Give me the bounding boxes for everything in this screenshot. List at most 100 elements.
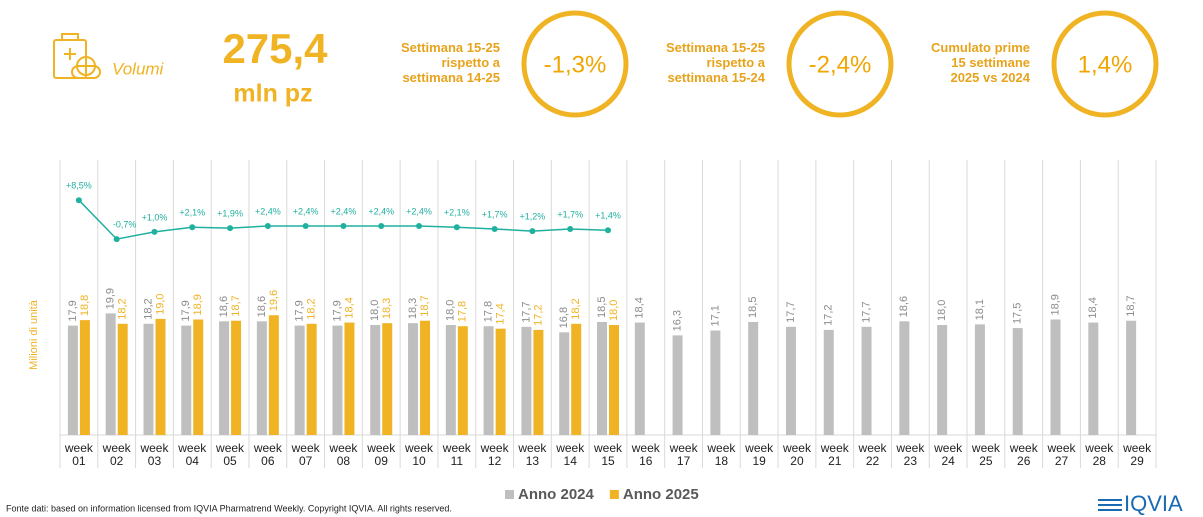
x-tick-label: week 23 <box>896 441 925 468</box>
x-tick-label: week 07 <box>291 441 320 468</box>
x-tick-label: week 14 <box>556 441 585 468</box>
line-label: +1,0% <box>142 212 168 222</box>
x-tick-label: week 22 <box>858 441 887 468</box>
line-point <box>302 223 309 229</box>
data-label: 18,6 <box>218 296 230 317</box>
line-point <box>264 223 271 229</box>
line-label: -0,7% <box>113 219 137 229</box>
line-label: +1,2% <box>520 211 546 221</box>
kpi-circle <box>786 10 894 118</box>
kpi-label-line: rispetto a <box>441 55 500 70</box>
bar <box>609 325 619 435</box>
line-label: +1,7% <box>482 209 508 219</box>
data-label: 18,2 <box>117 298 129 319</box>
line-point <box>378 223 385 229</box>
kpi-label-line: 15 settimane <box>951 55 1030 70</box>
bar <box>457 326 468 435</box>
data-label: 17,9 <box>331 300 343 321</box>
x-tick-label: week 09 <box>367 441 396 468</box>
x-tick-label: week 24 <box>934 441 963 468</box>
line-label: +1,9% <box>217 208 243 218</box>
bar <box>974 324 985 435</box>
bar <box>117 323 128 435</box>
bar <box>219 321 230 435</box>
kpi-label-line: settimana 14-25 <box>402 70 500 85</box>
bar <box>1088 322 1099 435</box>
bar <box>634 322 645 435</box>
kpi-label-line: Settimana 15-25 <box>666 40 765 55</box>
bar <box>79 320 90 435</box>
data-label: 18,4 <box>1087 297 1099 318</box>
bar <box>861 326 872 435</box>
data-label: 18,3 <box>381 298 393 319</box>
x-tick-label: week 15 <box>593 441 622 468</box>
data-label: 18,9 <box>192 294 204 315</box>
x-tick-label: week 19 <box>745 441 774 468</box>
x-tick-label: week 16 <box>631 441 660 468</box>
data-label: 18,6 <box>256 296 268 317</box>
line-point <box>567 225 574 232</box>
icon <box>53 33 101 79</box>
x-tick-label: week 11 <box>442 441 471 468</box>
bar <box>294 325 305 435</box>
kpi-label-line: settimana 15-24 <box>667 70 765 85</box>
data-label: 18,4 <box>343 297 355 318</box>
x-tick-label: week 13 <box>518 441 547 468</box>
data-label: 18,5 <box>596 297 608 318</box>
legend-swatch <box>609 490 619 499</box>
line-label: +1,4% <box>595 211 621 221</box>
x-tick-label: week 17 <box>669 441 698 468</box>
line-point <box>453 224 460 231</box>
kpi-label-line: 2025 vs 2024 <box>950 70 1030 85</box>
kpi-label-line: Settimana 15-25 <box>401 40 500 55</box>
line-point <box>227 225 234 232</box>
bar <box>344 322 355 435</box>
bar <box>105 313 116 435</box>
bar <box>445 325 456 435</box>
kpi-label-line: Cumulato prime <box>931 40 1030 55</box>
data-label: 19,9 <box>105 288 117 309</box>
bar <box>899 321 910 435</box>
data-label: 17,9 <box>180 300 192 321</box>
data-label: 18,0 <box>369 300 381 321</box>
data-label: 18,2 <box>142 298 154 319</box>
line-point <box>491 225 498 232</box>
data-label: 17,9 <box>294 300 306 321</box>
bar <box>937 325 948 435</box>
line-point <box>113 236 120 243</box>
bar <box>1126 320 1137 435</box>
data-label: 17,7 <box>785 301 797 322</box>
line-point <box>605 227 611 234</box>
data-label: 18,8 <box>79 295 91 316</box>
data-label: 17,8 <box>457 301 469 322</box>
x-tick-label: week 01 <box>64 441 93 468</box>
x-tick-label: week 05 <box>216 441 245 468</box>
data-label: 17,8 <box>483 301 495 322</box>
x-tick-label: week 27 <box>1047 441 1076 468</box>
bar <box>155 318 166 435</box>
kpi-value: -1,3% <box>544 51 607 78</box>
bar <box>495 328 506 435</box>
bar <box>571 323 582 435</box>
x-tick-label: week 20 <box>782 441 811 468</box>
line-label: +1,7% <box>557 209 583 219</box>
logo-text: IQVIA <box>1124 491 1183 516</box>
y-axis-label: Milioni di unità <box>28 299 40 370</box>
line-label: +2,4% <box>293 206 319 216</box>
x-tick-label: week 10 <box>405 441 434 468</box>
data-label: 18,5 <box>747 297 759 318</box>
line-point <box>75 197 82 204</box>
data-label: 17,2 <box>532 304 544 325</box>
line-label: +2,4% <box>368 206 394 216</box>
line-label: +2,1% <box>444 208 470 218</box>
x-tick-label: week 12 <box>480 441 509 468</box>
bar <box>67 325 78 435</box>
data-label: 18,7 <box>419 295 431 316</box>
bar <box>408 323 419 435</box>
data-label: 19,6 <box>268 290 280 311</box>
bar <box>256 321 267 435</box>
legend-label: Anno 2024 <box>518 486 595 503</box>
line-label: +8,5% <box>66 181 92 191</box>
data-label: 18,7 <box>230 295 242 316</box>
